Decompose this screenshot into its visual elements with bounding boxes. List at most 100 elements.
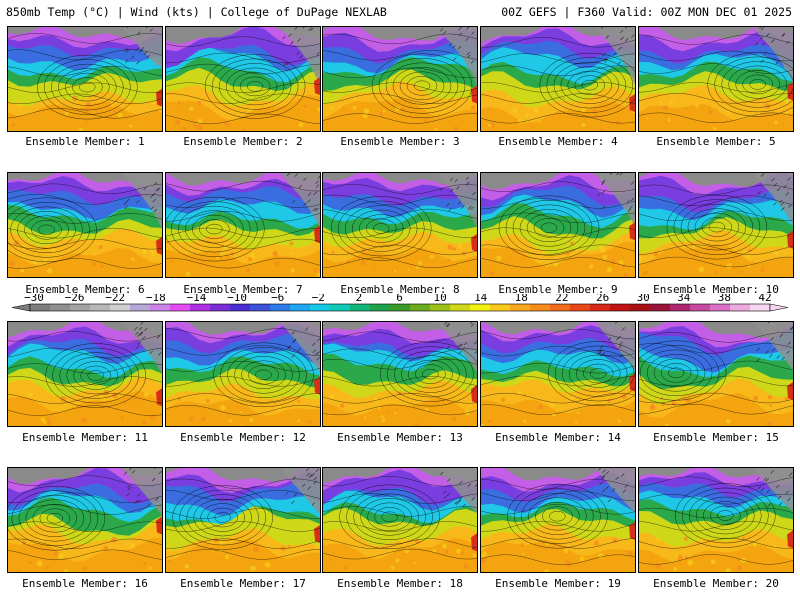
map-header: 850mb Temp (°C) | Wind (kts) | College o… [0,0,800,22]
height-contour [11,490,99,546]
coastal-warm-patch [314,376,320,395]
wind-barb [786,350,790,354]
temperature-speckle [567,253,570,256]
colorbar-swatch [610,304,631,311]
land-mask [122,468,162,516]
height-contour [18,494,92,542]
temperature-speckle [197,118,203,124]
temperature-speckle [131,257,135,261]
wind-barb [780,202,785,206]
temperature-speckle [658,102,662,106]
temperature-speckle [464,409,471,416]
coastal-warm-patch [787,382,793,401]
temperature-speckle [361,248,366,254]
height-contour [166,345,320,356]
height-contour [166,36,320,47]
height-contour [639,392,793,404]
colorbar-swatch [730,304,751,311]
height-contour [415,364,446,384]
height-contour [225,67,285,106]
height-contour [639,349,713,397]
temperature-speckle [531,126,534,129]
temperature-speckle [418,260,423,265]
colorbar-tick-label: 26 [596,294,609,304]
height-contour [166,521,320,532]
height-contour [8,521,162,532]
temperature-speckle [517,118,523,124]
panel-caption: Ensemble Member: 7 [183,283,303,296]
wind-barb [144,327,148,332]
wind-barb [287,345,291,349]
height-contour [8,475,162,486]
temperature-speckle [777,105,780,109]
wind-barb [613,52,617,56]
temperature-band [481,468,635,481]
height-contour [213,342,314,408]
height-contour [639,403,793,415]
wind-barb [136,31,141,35]
height-contour [481,328,635,340]
temperature-map [8,27,162,131]
wind-barb [763,477,767,481]
temperature-speckle [388,96,394,102]
wind-barb [790,327,793,331]
panel-caption: Ensemble Member: 14 [495,431,621,444]
temperature-band [323,27,477,41]
height-contour [166,93,320,104]
temperature-speckle [111,536,117,543]
temperature-speckle [220,405,226,411]
wind-barb [599,349,603,353]
wind-barb [466,51,470,56]
wind-barb [136,499,141,504]
temperature-speckle [43,256,49,262]
panel-caption: Ensemble Member: 5 [656,135,776,148]
height-contour [728,65,787,104]
height-contour [323,227,477,239]
height-contour [481,538,635,549]
wind-barb [790,326,793,330]
land-mask [280,468,320,515]
height-contour [547,341,635,406]
temperature-band [481,322,635,335]
height-contour [512,204,586,252]
temperature-speckle [752,542,757,547]
temperature-speckle [784,99,789,105]
ensemble-map-panel [165,26,321,132]
height-contour [481,345,635,357]
wind-barb [601,181,605,186]
height-contour [323,194,477,206]
height-contour [37,54,138,120]
coastal-warm-patch [787,82,793,101]
colorbar-tick-label: −6 [271,294,284,304]
height-contour [639,340,727,406]
wind-barb [757,191,761,195]
height-contour [381,511,398,523]
height-contour [227,351,300,399]
wind-barb [288,33,292,38]
height-contour [323,67,477,79]
temperature-speckle [486,107,490,111]
temperature-speckle [773,250,779,256]
height-contour [8,405,162,416]
height-contour [574,75,606,95]
wind-barb [306,472,311,477]
temperature-speckle [226,122,231,128]
colorbar-tick-label: −14 [186,294,206,304]
temperature-speckle [252,395,258,401]
wind-barb [470,323,475,327]
wind-barb [776,187,781,192]
temperature-speckle [764,103,771,109]
ensemble-map-panel [165,321,321,427]
height-contour [337,200,425,257]
wind-barb [474,484,477,487]
panel-caption: Ensemble Member: 18 [337,577,463,590]
height-contour [422,368,439,380]
temperature-speckle [57,553,64,560]
wind-barb [293,493,298,497]
temperature-speckle [316,272,320,277]
wind-barb [446,478,451,482]
colorbar-swatch [150,304,171,311]
land-mask [280,173,320,229]
wind-barb [470,206,474,211]
wind-barb [787,177,791,181]
